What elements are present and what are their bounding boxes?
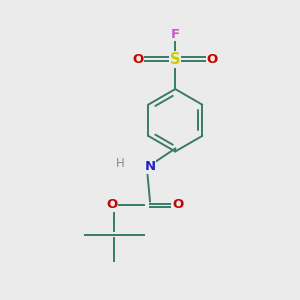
Text: S: S (170, 52, 181, 67)
Text: F: F (171, 28, 180, 40)
Text: O: O (207, 53, 218, 66)
Text: O: O (172, 199, 183, 212)
Text: O: O (106, 199, 118, 212)
Text: H: H (116, 157, 125, 170)
Text: N: N (144, 160, 156, 173)
Text: O: O (133, 53, 144, 66)
